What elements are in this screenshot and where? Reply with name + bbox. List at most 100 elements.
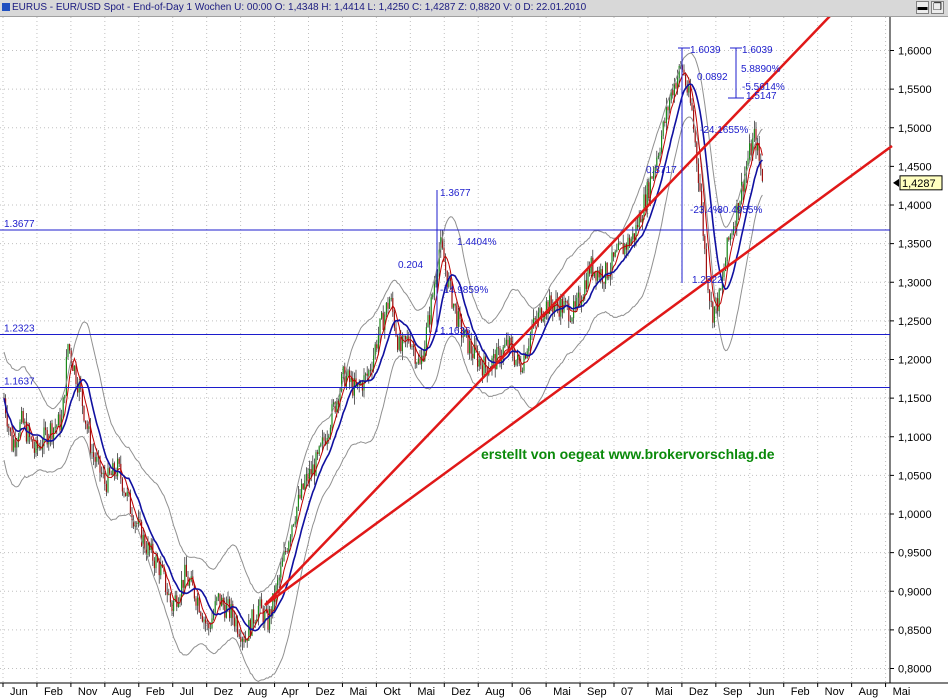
candle-body [749, 143, 751, 159]
candle-body [456, 305, 458, 327]
level-label: 1.3677 [4, 219, 35, 230]
candle-body [120, 463, 122, 479]
candle-body [365, 373, 367, 376]
minimize-button[interactable]: ▬ [916, 1, 929, 14]
candle-body [729, 234, 731, 240]
candle-body [697, 163, 699, 183]
candle-body [169, 593, 171, 603]
candle-body [81, 389, 83, 407]
candle-body [293, 524, 295, 526]
candle-body [24, 421, 26, 424]
y-tick-label: 1,1000 [898, 432, 932, 444]
candle-body [294, 521, 296, 525]
candle-body [741, 181, 743, 202]
x-tick-label: Aug [485, 686, 505, 698]
candle-body [744, 173, 746, 192]
candle-body [6, 413, 8, 427]
candle-body [401, 336, 403, 352]
candle-body [566, 301, 568, 304]
y-tick-label: 1,2500 [898, 316, 932, 328]
candle-body [291, 525, 293, 537]
candle-body [544, 314, 546, 320]
candle-body [600, 269, 602, 278]
level-label: 1.1637 [4, 377, 35, 388]
upper-band [3, 52, 763, 594]
x-tick-label: Okt [383, 686, 400, 698]
candle-body [13, 439, 15, 451]
candle-body [243, 638, 245, 642]
annotation-label: 1.5147 [746, 91, 777, 102]
candle-body [641, 218, 643, 223]
candle-body [670, 90, 672, 101]
candle-body [86, 423, 88, 429]
candle-body [11, 431, 13, 451]
candle-body [21, 410, 23, 422]
candle-body [627, 237, 629, 250]
candle-body [113, 463, 115, 475]
candle-body [677, 77, 679, 89]
candle-body [755, 128, 757, 151]
x-tick-label: Feb [44, 686, 63, 698]
candle-body [553, 305, 555, 313]
candle-body [310, 469, 312, 475]
candle-body [339, 391, 341, 405]
x-tick-label: Aug [248, 686, 268, 698]
candle-body [685, 74, 687, 86]
candle-body [115, 474, 117, 477]
annotation-label: 1.4404% [457, 237, 497, 248]
candle-body [334, 402, 336, 412]
candle-body [617, 242, 619, 251]
y-tick-label: 0,9500 [898, 548, 932, 560]
candle-body [645, 194, 647, 209]
candle-body [121, 478, 123, 492]
candle-body [331, 404, 333, 428]
candle-body [510, 337, 512, 345]
candle-body [309, 469, 311, 482]
candle-body [662, 121, 664, 136]
candle-body [731, 233, 733, 235]
candle-body [213, 612, 215, 619]
candle-body [473, 344, 475, 359]
x-tick-label: Sep [587, 686, 607, 698]
candle-body [329, 427, 331, 436]
candle-body [321, 437, 323, 444]
y-tick-label: 0,9000 [898, 586, 932, 598]
candle-body [720, 289, 722, 290]
candle-body [147, 542, 149, 555]
candle-body [653, 170, 655, 179]
trend-line-lower [264, 144, 893, 607]
candle-body [160, 564, 162, 576]
candle-body [528, 346, 530, 352]
x-tick-label: Aug [112, 686, 132, 698]
candle-body [45, 427, 47, 431]
last-price-arrow [893, 178, 899, 187]
candle-body [525, 353, 527, 359]
candle-body [758, 142, 760, 161]
candle-body [406, 336, 408, 340]
watermark: erstellt von oegeat www.brokervorschlag.… [481, 446, 775, 462]
candle-body [272, 593, 274, 616]
candle-body [397, 335, 399, 350]
candle-body [557, 299, 559, 306]
candle-body [515, 359, 517, 365]
candle-body [46, 430, 48, 445]
x-tick-label: Dez [451, 686, 471, 698]
candle-body [337, 400, 339, 405]
candle-body [185, 564, 187, 577]
candle-body [469, 340, 471, 354]
y-tick-label: 1,4000 [898, 200, 932, 212]
annotation-label: -30.4955% [714, 205, 762, 216]
candle-body [278, 577, 280, 581]
candle-body [502, 347, 504, 358]
candle-body [270, 609, 272, 616]
candle-body [118, 458, 120, 464]
x-tick-label: Dez [689, 686, 709, 698]
restore-button[interactable]: ❐ [931, 1, 944, 14]
candle-body [144, 535, 146, 550]
candle-body [480, 359, 482, 366]
candle-body [656, 157, 658, 168]
candle-body [704, 235, 706, 250]
candle-body [422, 355, 424, 361]
candle-body [165, 571, 167, 593]
x-tick-label: Sep [723, 686, 743, 698]
